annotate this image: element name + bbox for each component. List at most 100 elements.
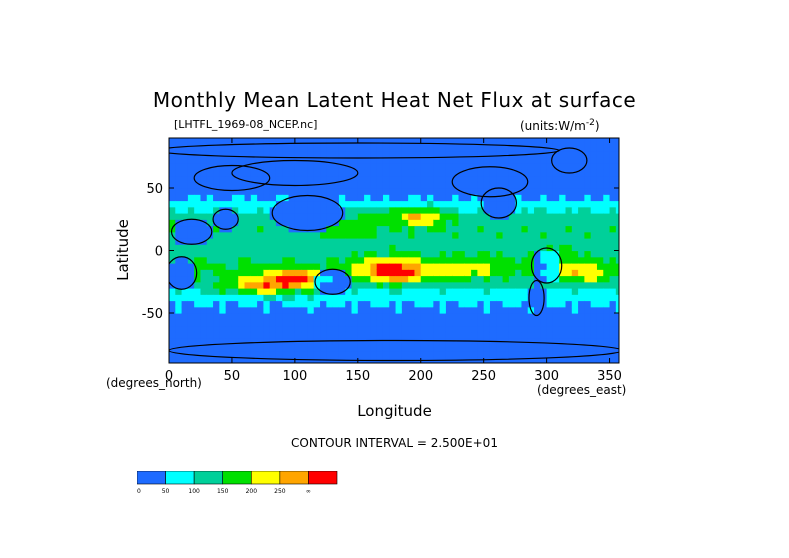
heatmap-cell bbox=[452, 231, 460, 239]
heatmap-cell bbox=[508, 238, 516, 245]
heatmap-cell bbox=[546, 150, 554, 158]
heatmap-cell bbox=[307, 200, 315, 208]
heatmap-cell bbox=[181, 169, 189, 177]
heatmap-cell bbox=[326, 175, 334, 183]
heatmap-cell bbox=[238, 200, 246, 208]
heatmap-cell bbox=[357, 181, 365, 189]
heatmap-cell bbox=[452, 138, 460, 145]
heatmap-cell bbox=[263, 144, 271, 152]
heatmap-cell bbox=[527, 194, 535, 202]
heatmap-cell bbox=[357, 319, 365, 327]
heatmap-cell bbox=[313, 294, 321, 302]
heatmap-cell bbox=[565, 325, 573, 333]
heatmap-cell bbox=[483, 144, 491, 152]
heatmap-cell bbox=[395, 263, 403, 270]
heatmap-cell bbox=[263, 350, 271, 358]
heatmap-cell bbox=[408, 225, 416, 233]
heatmap-cell bbox=[496, 206, 504, 214]
heatmap-cell bbox=[496, 275, 504, 283]
heatmap-cell bbox=[584, 150, 592, 158]
heatmap-cell bbox=[181, 325, 189, 333]
heatmap-cell bbox=[225, 213, 233, 220]
heatmap-cell bbox=[609, 288, 617, 295]
heatmap-cell bbox=[527, 350, 535, 358]
heatmap-cell bbox=[175, 325, 183, 333]
heatmap-cell bbox=[615, 244, 619, 252]
colorbar-swatch bbox=[279, 471, 309, 485]
x-tick-label: 50 bbox=[224, 369, 241, 384]
heatmap-cell bbox=[250, 225, 258, 233]
heatmap-cell bbox=[382, 194, 390, 202]
heatmap-cell bbox=[521, 288, 529, 295]
heatmap-cell bbox=[376, 219, 384, 227]
heatmap-cell bbox=[464, 181, 472, 189]
heatmap-cell bbox=[477, 219, 485, 227]
heatmap-cell bbox=[603, 263, 611, 270]
heatmap-cell bbox=[408, 200, 416, 208]
heatmap-cell bbox=[313, 263, 321, 270]
heatmap-cell bbox=[275, 313, 283, 320]
heatmap-cell bbox=[427, 256, 434, 264]
heatmap-cell bbox=[250, 331, 258, 339]
heatmap-cell bbox=[590, 238, 598, 245]
heatmap-cell bbox=[477, 163, 485, 170]
heatmap-cell bbox=[351, 256, 359, 264]
heatmap-cell bbox=[370, 169, 378, 177]
heatmap-cell bbox=[552, 144, 560, 152]
heatmap-cell bbox=[483, 150, 491, 158]
heatmap-cell bbox=[534, 206, 541, 214]
heatmap-cell bbox=[257, 225, 264, 233]
heatmap-cell bbox=[552, 263, 560, 270]
heatmap-cell bbox=[351, 181, 359, 189]
heatmap-cell bbox=[200, 200, 208, 208]
heatmap-cell bbox=[527, 238, 535, 245]
heatmap-cell bbox=[471, 275, 478, 283]
heatmap-cell bbox=[578, 144, 585, 152]
heatmap-cell bbox=[414, 306, 422, 314]
heatmap-cell bbox=[282, 319, 290, 327]
x-tick-label: 200 bbox=[408, 369, 433, 384]
heatmap-cell bbox=[552, 200, 560, 208]
heatmap-cell bbox=[175, 156, 183, 164]
heatmap-cell bbox=[452, 275, 460, 283]
heatmap-cell bbox=[200, 206, 208, 214]
heatmap-cell bbox=[559, 194, 567, 202]
heatmap-cell bbox=[452, 225, 460, 233]
heatmap-cell bbox=[194, 331, 202, 339]
heatmap-cell bbox=[508, 181, 516, 189]
heatmap-cell bbox=[206, 188, 214, 195]
heatmap-cell bbox=[307, 281, 315, 289]
heatmap-cell bbox=[338, 175, 346, 183]
heatmap-cell bbox=[181, 300, 189, 308]
heatmap-cell bbox=[464, 175, 472, 183]
heatmap-cell bbox=[477, 156, 485, 164]
heatmap-cell bbox=[389, 169, 397, 177]
heatmap-cell bbox=[294, 256, 302, 264]
heatmap-cell bbox=[231, 288, 239, 295]
heatmap-cell bbox=[357, 244, 365, 252]
heatmap-cell bbox=[320, 288, 327, 295]
heatmap-cell bbox=[515, 275, 523, 283]
heatmap-cell bbox=[571, 144, 579, 152]
heatmap-cell bbox=[527, 200, 535, 208]
heatmap-cell bbox=[187, 188, 195, 195]
heatmap-cell bbox=[571, 288, 579, 295]
heatmap-cell bbox=[169, 294, 176, 302]
heatmap-cell bbox=[408, 150, 416, 158]
heatmap-cell bbox=[257, 356, 264, 363]
heatmap-cell bbox=[194, 306, 202, 314]
heatmap-cell bbox=[559, 325, 567, 333]
heatmap-cell bbox=[288, 281, 296, 289]
heatmap-cell bbox=[590, 263, 598, 270]
heatmap-cell bbox=[458, 150, 466, 158]
heatmap-cell bbox=[382, 169, 390, 177]
heatmap-cell bbox=[540, 169, 548, 177]
heatmap-cell bbox=[496, 325, 504, 333]
heatmap-cell bbox=[565, 306, 573, 314]
heatmap-cell bbox=[194, 313, 202, 320]
heatmap-cell bbox=[508, 156, 516, 164]
heatmap-cell bbox=[527, 175, 535, 183]
heatmap-cell bbox=[615, 150, 619, 158]
heatmap-cell bbox=[282, 288, 290, 295]
heatmap-cell bbox=[213, 144, 220, 152]
